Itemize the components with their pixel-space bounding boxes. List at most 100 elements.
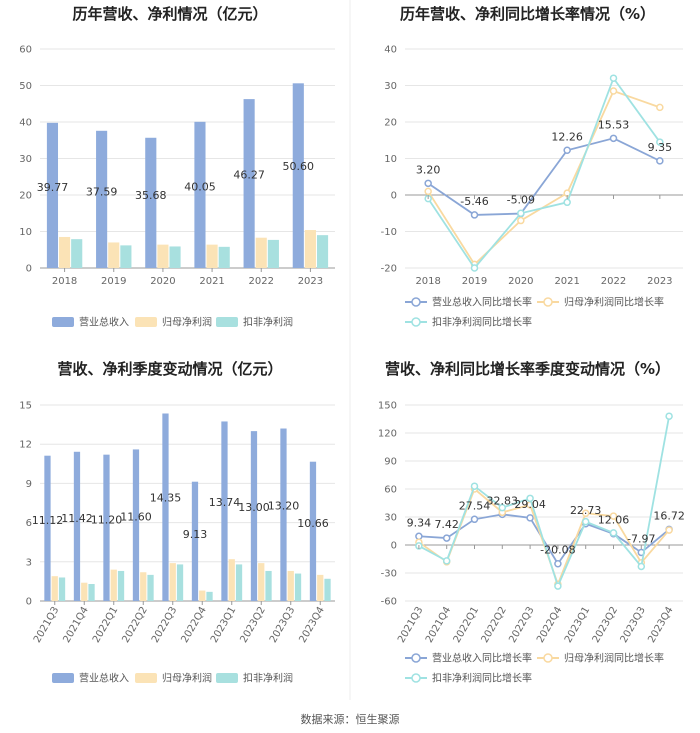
bar [169,563,176,601]
x-tick-label: 2018 [52,276,77,287]
legend-label: 营业总收入 [79,316,129,329]
legend-swatch [216,317,238,327]
bar [176,564,184,601]
series-point [470,211,479,219]
bar [287,570,294,601]
bar [110,569,117,601]
y-tick-label: 3 [26,557,32,568]
legend-label: 营业总收入同比增长率 [432,652,532,665]
y-tick-label: 50 [19,81,32,92]
series-point [581,509,590,518]
legend-swatch-marker [543,297,553,307]
x-tick-label: 2023Q2 [238,605,267,645]
series-point [665,526,673,534]
line-value-label: 29.04 [514,498,546,511]
x-tick-label: 2020 [508,276,533,287]
x-tick-label: 2022Q1 [91,605,120,645]
y-tick-label: 40 [384,45,397,56]
series-point [526,514,534,522]
x-tick-label: 2022Q1 [452,605,481,645]
bar [132,449,140,601]
series-point [442,557,451,565]
series-line [418,416,670,589]
bar [46,122,59,268]
bar [250,431,258,601]
series-point [415,532,423,541]
series-point [609,512,618,520]
series-point [656,103,664,112]
bar [294,573,302,601]
legend-label: 归母净利润 [162,672,212,685]
legend-label: 营业总收入 [79,672,129,685]
y-tick-label: 60 [384,485,397,496]
bar [191,481,199,601]
line-value-label: 27.54 [459,499,491,512]
series-line [427,89,661,266]
legend-swatch [52,317,74,327]
bar [59,236,71,268]
series-point [470,264,479,272]
legend-swatch [52,673,74,683]
bar [292,83,304,268]
legend-label: 归母净利润同比增长率 [564,652,664,665]
bar [108,242,120,268]
bar-value-label: 13.00 [238,501,270,514]
y-tick-label: 30 [19,154,32,165]
x-tick-label: 2023Q3 [268,605,297,645]
x-tick-label: 2021 [554,276,579,287]
legend-label: 归母净利润同比增长率 [564,296,664,309]
series-point [609,74,618,82]
bar [255,237,267,268]
x-tick-label: 2019 [101,276,126,287]
bar [145,137,157,268]
bar-value-label: 11.20 [91,513,123,526]
bar [221,421,228,601]
series-point [609,529,618,537]
chart-title-quarterly-growth: 营收、净利同比增长率季度变动情况（%） [384,360,671,378]
bar-value-label: 11.60 [120,511,152,524]
line-value-label: 9.35 [648,141,673,154]
bar [267,239,279,268]
x-tick-label: 2023Q2 [591,605,620,645]
y-tick-label: 120 [378,429,397,440]
bar [218,246,230,268]
y-tick-label: -30 [381,569,397,580]
bar [228,559,235,601]
line-value-label: 16.72 [653,509,685,522]
y-tick-label: 0 [26,264,32,275]
legend-label: 扣非净利润同比增长率 [432,316,532,329]
legend-swatch [135,673,157,683]
x-tick-label: 2021Q4 [424,605,453,645]
series-point [470,515,479,524]
bar [147,574,154,601]
bar [304,230,316,268]
bar-value-label: 14.35 [150,492,182,505]
bar [206,244,218,268]
x-tick-label: 2022Q2 [480,605,509,645]
y-tick-label: 0 [391,191,397,202]
bar [117,570,125,601]
bar-value-label: 39.77 [37,181,69,194]
x-tick-label: 2023Q4 [646,605,675,645]
series-point [609,134,618,143]
bar [96,130,108,268]
bar [316,235,329,268]
y-tick-label: -60 [381,597,397,608]
y-tick-label: -10 [381,227,397,238]
x-tick-label: 2023Q1 [209,605,238,645]
bar-value-label: 13.20 [268,500,300,513]
line-value-label: -20.08 [540,544,575,557]
y-tick-label: 60 [19,45,32,56]
series-point [563,146,571,155]
legend-swatch-marker [411,297,421,307]
x-tick-label: 2021 [199,276,224,287]
y-tick-label: 15 [19,401,32,412]
y-tick-label: 6 [26,518,32,529]
line-value-label: -5.09 [507,194,535,207]
bar [206,591,213,601]
y-tick-label: 0 [391,541,397,552]
bar-value-label: 9.13 [183,528,208,541]
x-tick-label: 2021Q3 [396,605,425,645]
y-tick-label: 9 [26,479,32,490]
